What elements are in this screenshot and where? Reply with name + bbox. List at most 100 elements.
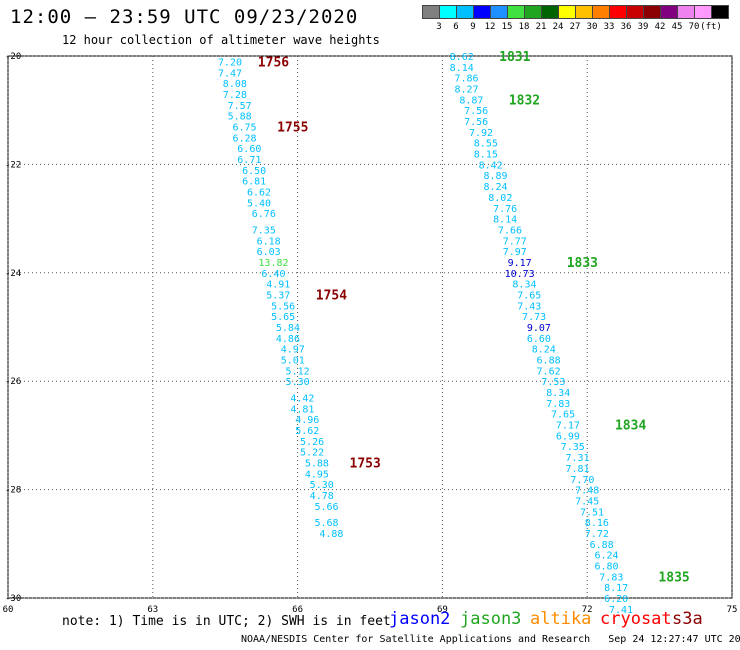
x-tick-label: 75 (727, 605, 738, 615)
time-label: 1834 (615, 419, 646, 434)
x-tick-label: 69 (437, 605, 448, 615)
wave-height-value: 7.76 (493, 204, 517, 215)
wave-height-value: 7.65 (517, 290, 541, 301)
footer-note: note: 1) Time is in UTC; 2) SWH is in fe… (62, 614, 391, 629)
wave-height-value: 8.42 (479, 160, 503, 171)
wave-height-value: 7.43 (517, 301, 541, 312)
time-label: 1835 (658, 570, 689, 585)
wave-height-value: 5.30 (286, 377, 310, 388)
wave-height-value: 6.62 (247, 188, 271, 199)
wave-height-value: 6.28 (232, 133, 256, 144)
wave-height-value: 7.28 (223, 90, 247, 101)
satellite-label-cryosat: cryosat (600, 609, 672, 629)
wave-height-value: 7.83 (599, 572, 623, 583)
wave-height-value: 7.56 (464, 117, 488, 128)
wave-height-value: 5.88 (305, 459, 329, 470)
wave-height-value: 6.88 (537, 356, 561, 367)
legend-label: 39 (637, 22, 649, 32)
wave-height-value: 6.24 (594, 551, 618, 562)
wave-height-value: 7.77 (503, 236, 527, 247)
wave-height-value: 7.56 (464, 106, 488, 117)
wave-height-value: 7.73 (522, 312, 546, 323)
wave-height-value: 6.60 (527, 334, 551, 345)
chart-title: 12:00 – 23:59 UTC 09/23/2020 (10, 6, 359, 28)
wave-height-value: 6.03 (257, 247, 281, 258)
legend-label: 24 (552, 22, 564, 32)
wave-height-value: 8.08 (223, 79, 247, 90)
wave-height-value: 5.62 (295, 426, 319, 437)
time-label: 1753 (350, 457, 381, 472)
chart-subtitle: 12 hour collection of altimeter wave hei… (62, 33, 380, 47)
wave-height-value: 4.42 (290, 393, 314, 404)
legend-label: 45 (671, 22, 683, 32)
color-scale-legend: 3 6 9 12 15 18 21 24 27 30 33 36 39 42 45 70 (ft) (422, 5, 729, 37)
legend-label: 3 (436, 22, 442, 32)
satellite-label-altika: altika (530, 609, 592, 629)
wave-height-value: 8.89 (483, 171, 507, 182)
time-label: 1833 (567, 256, 598, 271)
wave-height-value: 6.71 (237, 155, 261, 166)
x-tick-label: 63 (147, 605, 158, 615)
wave-height-value: 7.31 (565, 453, 589, 464)
legend-label: 36 (620, 22, 632, 32)
wave-height-value: 7.97 (503, 247, 527, 258)
wave-height-value: 6.18 (257, 236, 281, 247)
wave-height-value: 7.66 (498, 225, 522, 236)
wave-height-value: 8.34 (512, 280, 536, 291)
legend-label: 27 (569, 22, 581, 32)
legend-label: 12 (484, 22, 496, 32)
wave-height-value: 6.80 (594, 561, 618, 572)
wave-height-value: 4.78 (310, 491, 334, 502)
wave-height-value: 6.60 (237, 144, 261, 155)
wave-height-value: 6.76 (252, 209, 276, 220)
legend-label: (ft) (700, 22, 722, 32)
satellite-label-s3a: s3a (672, 609, 703, 629)
y-tick-label: -22 (5, 160, 21, 170)
wave-height-value: 4.95 (305, 469, 329, 480)
wave-height-value: 8.55 (474, 139, 498, 150)
plot-frame (7, 55, 733, 599)
wave-height-value: 7.17 (556, 421, 580, 432)
legend-label: 18 (518, 22, 530, 32)
wave-height-value: 9.17 (508, 258, 532, 269)
wave-height-value: 8.24 (532, 345, 556, 356)
wave-height-value: 5.68 (315, 518, 339, 529)
wave-height-value: 8.14 (450, 63, 474, 74)
y-tick-label: -26 (5, 377, 21, 387)
legend-label: 30 (586, 22, 598, 32)
wave-height-value: 6.99 (556, 431, 580, 442)
wave-height-value: 4.97 (281, 345, 305, 356)
x-tick-label: 66 (292, 605, 303, 615)
wave-height-value: 7.47 (218, 68, 242, 79)
wave-height-value: 4.88 (319, 529, 343, 540)
wave-height-value: 7.53 (541, 377, 565, 388)
y-tick-label: -28 (5, 486, 21, 496)
wave-height-value: 9.07 (527, 323, 551, 334)
wave-height-value: 8.34 (546, 388, 570, 399)
legend-label: 15 (501, 22, 513, 32)
wave-height-value: 8.16 (585, 518, 609, 529)
wave-height-value: 7.45 (575, 496, 599, 507)
legend-label: 21 (535, 22, 547, 32)
wave-height-value: 5.84 (276, 323, 300, 334)
legend-label: 6 (453, 22, 459, 32)
x-tick-label: 72 (582, 605, 593, 615)
wave-height-value: 7.81 (565, 464, 589, 475)
wave-height-value: 8.15 (474, 150, 498, 161)
wave-height-value: 7.41 (609, 605, 633, 616)
wave-height-value: 6.88 (590, 540, 614, 551)
satellite-label-jason2: jason2 (389, 609, 451, 629)
wave-height-value: 5.26 (300, 437, 324, 448)
time-label: 1832 (509, 93, 540, 108)
wave-height-value: 7.35 (252, 225, 276, 236)
wave-height-value: 5.30 (310, 480, 334, 491)
wave-height-value: 7.70 (570, 475, 594, 486)
time-label: 1754 (316, 288, 347, 303)
wave-height-value: 5.56 (271, 301, 295, 312)
wave-height-value: 8.17 (604, 583, 628, 594)
wave-height-value: 8.14 (493, 215, 517, 226)
wave-height-value: 5.65 (271, 312, 295, 323)
time-label: 1755 (277, 120, 308, 135)
wave-height-value: 6.81 (242, 177, 266, 188)
